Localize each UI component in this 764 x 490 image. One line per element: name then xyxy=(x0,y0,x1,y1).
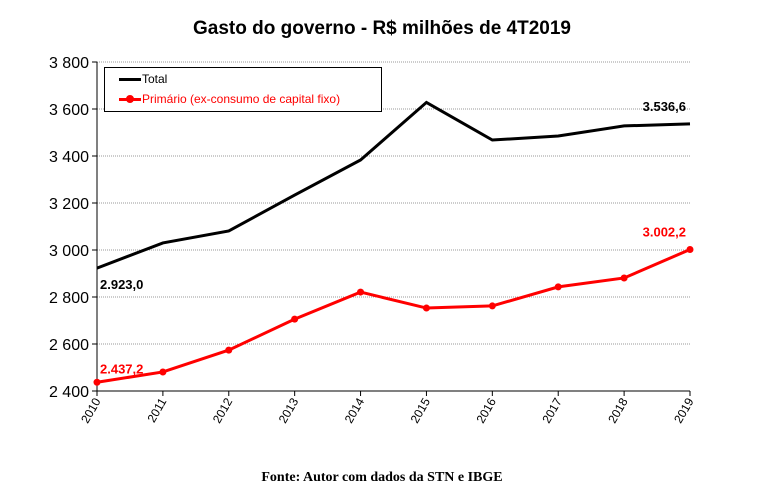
series-line xyxy=(96,248,691,384)
y-tick-label: 3 200 xyxy=(49,196,89,213)
chart-title: Gasto do governo - R$ milhões de 4T2019 xyxy=(193,18,571,39)
y-tick-label: 2 600 xyxy=(49,337,89,354)
data-point xyxy=(554,283,562,291)
y-tick-label: 3 800 xyxy=(49,55,89,72)
data-label: 3.536,6 xyxy=(643,99,686,114)
legend-line-marker-icon xyxy=(119,95,141,103)
x-tick-label: 2016 xyxy=(473,395,499,425)
x-tick-label: 2013 xyxy=(276,395,302,425)
data-point xyxy=(686,245,694,253)
data-point xyxy=(93,378,101,386)
legend-label: Total xyxy=(142,72,168,86)
x-tick-label: 2018 xyxy=(605,395,631,425)
x-tick-label: 2011 xyxy=(144,395,169,425)
y-tick-label: 2 400 xyxy=(49,384,89,401)
x-tick-label: 2015 xyxy=(408,395,434,425)
x-tick-label: 2017 xyxy=(539,395,565,425)
data-point xyxy=(620,274,628,282)
data-label: 3.002,2 xyxy=(643,224,686,239)
legend-line-icon xyxy=(119,77,141,81)
y-tick-label: 3 400 xyxy=(49,149,89,166)
data-point xyxy=(488,302,496,310)
y-tick-label: 3 000 xyxy=(49,243,89,260)
legend-label: Primário (ex-consumo de capital fixo) xyxy=(142,92,341,106)
data-point xyxy=(422,304,430,312)
data-label: 2.923,0 xyxy=(100,277,143,292)
series-line xyxy=(96,100,691,270)
legend-item-primario: Primário (ex-consumo de capital fixo) xyxy=(119,92,340,106)
y-tick-label: 3 600 xyxy=(49,102,89,119)
source-note: Fonte: Autor com dados da STN e IBGE xyxy=(261,470,503,485)
legend-item-total: Total xyxy=(119,72,167,86)
x-tick-label: 2014 xyxy=(342,395,368,425)
x-tick-label: 2019 xyxy=(671,395,697,425)
x-tick-label: 2012 xyxy=(210,395,236,425)
data-point xyxy=(291,315,299,323)
data-label: 2.437,2 xyxy=(100,361,143,376)
data-point xyxy=(225,346,233,354)
y-tick-label: 2 800 xyxy=(49,290,89,307)
legend: Total Primário (ex-consumo de capital fi… xyxy=(104,67,382,112)
data-point xyxy=(357,288,365,296)
data-point xyxy=(159,368,167,376)
